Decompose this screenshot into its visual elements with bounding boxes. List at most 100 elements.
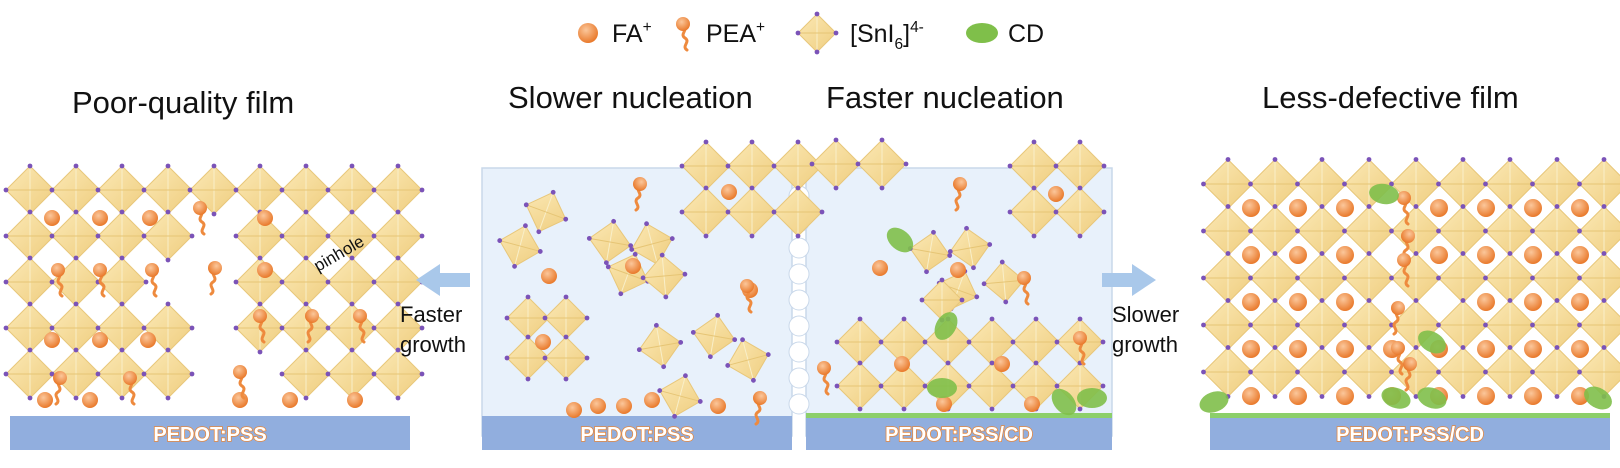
divider-bubble xyxy=(788,263,810,285)
octahedron xyxy=(279,301,333,355)
fa-cation xyxy=(566,402,582,418)
legend-cd-label: CD xyxy=(1008,20,1044,48)
octahedron xyxy=(1053,185,1107,239)
octahedron xyxy=(1007,139,1061,193)
fa-cation xyxy=(1571,340,1589,358)
fa-cation xyxy=(1477,246,1495,264)
octahedron xyxy=(640,252,688,300)
fa-cation xyxy=(1289,293,1307,311)
fa-cation xyxy=(1524,387,1542,405)
octahedron xyxy=(725,185,779,239)
fa-cation xyxy=(257,262,273,278)
carbon-dot xyxy=(1199,391,1229,413)
pea-cation xyxy=(1391,301,1405,336)
fa-cation xyxy=(625,258,641,274)
pea-cation xyxy=(817,361,831,396)
pea-cation xyxy=(1017,271,1031,306)
carbon-dot xyxy=(1381,387,1411,409)
solution-slow-nucleation xyxy=(497,139,825,426)
substrate-label-poor: PEDOT:PSS xyxy=(153,424,266,446)
fa-cation xyxy=(282,392,298,408)
arrow-faster-growth: Faster growth xyxy=(400,264,470,357)
octahedron xyxy=(809,137,863,191)
substrate-less xyxy=(1210,416,1610,450)
fa-cation xyxy=(1242,340,1260,358)
octahedron xyxy=(1530,345,1584,399)
fa-cation xyxy=(894,356,910,372)
pea-cation xyxy=(193,201,207,236)
legend-sni6-label: [SnI6]4- xyxy=(850,19,924,53)
octahedron xyxy=(497,223,543,269)
octahedron xyxy=(1248,157,1302,211)
octahedron xyxy=(1248,345,1302,399)
octahedron xyxy=(279,209,333,263)
octahedron xyxy=(725,337,771,383)
cd-icon xyxy=(966,23,998,43)
fa-cation xyxy=(541,268,557,284)
octahedron xyxy=(771,185,825,239)
octahedron xyxy=(586,218,634,266)
fa-cation xyxy=(950,262,966,278)
pea-cation xyxy=(53,371,67,406)
fa-cation xyxy=(1477,293,1495,311)
right-arrow-icon xyxy=(1102,264,1156,296)
octahedron xyxy=(95,347,149,401)
left-arrow-icon xyxy=(416,264,470,296)
pea-cation xyxy=(353,309,367,344)
arrow-right-line2: growth xyxy=(1112,332,1178,357)
fa-cation xyxy=(1336,293,1354,311)
octahedron xyxy=(1389,345,1443,399)
arrow-right-line1: Slower xyxy=(1112,302,1179,327)
fa-cation xyxy=(1571,293,1589,311)
pea-cation xyxy=(1391,341,1405,376)
fa-cation xyxy=(1289,340,1307,358)
fa-cation xyxy=(721,184,737,200)
pea-cation xyxy=(676,17,690,52)
fa-cation xyxy=(1477,387,1495,405)
legend: FA+ PEA+ [SnI6]4- CD xyxy=(578,11,1044,55)
octahedron xyxy=(3,163,57,217)
pea-cation xyxy=(145,263,159,298)
fa-cation xyxy=(1336,246,1354,264)
solution-fast-nucleation xyxy=(809,137,1107,416)
octahedron xyxy=(1483,345,1537,399)
octahedron xyxy=(1483,157,1537,211)
fa-cation xyxy=(92,332,108,348)
fa-cation xyxy=(1242,199,1260,217)
divider-bubble xyxy=(788,289,810,311)
fa-cation xyxy=(1524,199,1542,217)
fa-cation-icon xyxy=(578,23,598,43)
divider-bubble xyxy=(788,237,810,259)
octahedron xyxy=(981,259,1027,305)
octahedron xyxy=(1295,345,1349,399)
fa-cation xyxy=(1024,396,1040,412)
octahedron xyxy=(325,347,379,401)
arrow-left-line1: Faster xyxy=(400,302,462,327)
octahedron xyxy=(690,312,738,360)
carbon-dot xyxy=(1418,330,1446,354)
fa-cation xyxy=(92,210,108,226)
fa-cation xyxy=(936,396,952,412)
pea-cation xyxy=(633,177,647,212)
fa-cation xyxy=(44,332,60,348)
octahedron xyxy=(1483,204,1537,258)
fa-cation xyxy=(644,392,660,408)
divider-bubble xyxy=(788,393,810,415)
octahedron xyxy=(141,163,195,217)
octahedron xyxy=(523,189,569,235)
octahedron xyxy=(49,163,103,217)
octahedron xyxy=(1436,157,1490,211)
pea-cation xyxy=(1397,253,1411,288)
legend-pea-label: PEA+ xyxy=(706,19,765,48)
fa-cation xyxy=(535,334,551,350)
octahedron xyxy=(636,322,684,370)
fa-cation xyxy=(994,356,1010,372)
octahedron xyxy=(325,163,379,217)
octahedron xyxy=(233,163,287,217)
octahedron xyxy=(371,209,425,263)
carbon-dot xyxy=(934,312,958,340)
fa-cation xyxy=(1289,387,1307,405)
octahedron xyxy=(233,255,287,309)
fa-cation xyxy=(1477,199,1495,217)
panel-title-slow: Slower nucleation xyxy=(508,80,753,115)
